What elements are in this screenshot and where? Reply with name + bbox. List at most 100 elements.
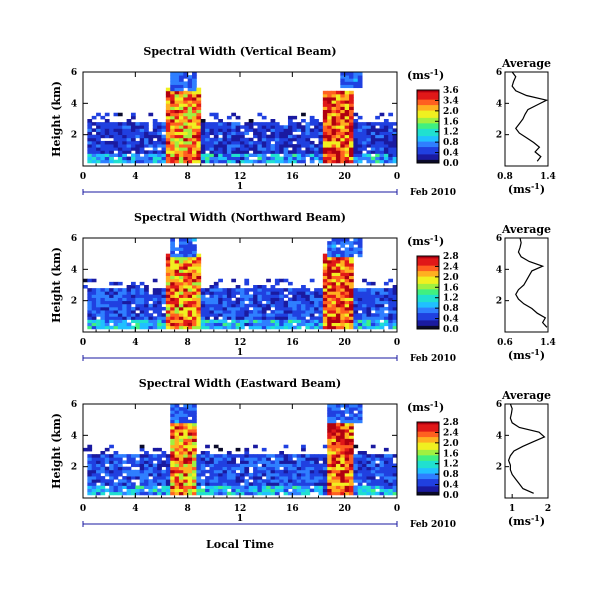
heatmap-cell	[240, 476, 245, 480]
heatmap-cell	[100, 316, 106, 320]
heatmap-cell	[196, 288, 202, 292]
heatmap-cell	[178, 100, 184, 104]
heatmap-cell	[117, 319, 123, 323]
heatmap-cell	[248, 140, 254, 145]
heatmap-cell	[283, 306, 289, 311]
heatmap-cell	[200, 316, 206, 320]
heatmap-cell	[279, 294, 285, 298]
heatmap-cell	[244, 156, 250, 161]
heatmap-cell	[222, 472, 228, 477]
heatmap-cell	[157, 491, 162, 496]
heatmap-cell	[349, 303, 354, 308]
heatmap-cell	[139, 444, 145, 449]
heatmap-cell	[222, 303, 228, 308]
heatmap-cell	[109, 291, 114, 295]
heatmap-cell	[331, 482, 337, 486]
heatmap-cell	[296, 482, 302, 486]
heatmap-cell	[240, 310, 245, 314]
heatmap-cell	[266, 300, 271, 305]
colorbar-segment	[417, 126, 439, 129]
heatmap-cell	[379, 460, 385, 464]
heatmap-cell	[104, 147, 110, 151]
heatmap-cell	[266, 482, 271, 486]
heatmap-cell	[353, 325, 359, 330]
heatmap-cell	[244, 153, 250, 157]
heatmap-cell	[357, 472, 363, 477]
heatmap-cell	[370, 303, 376, 308]
heatmap-cell	[174, 435, 180, 439]
heatmap-cell	[187, 310, 193, 314]
colorbar-segment	[417, 281, 439, 284]
heatmap-cell	[226, 125, 232, 129]
heatmap-cell	[161, 322, 167, 327]
heatmap-cell	[152, 447, 158, 452]
heatmap-cell	[174, 140, 180, 145]
heatmap-cell	[170, 81, 175, 85]
heatmap-cell	[126, 325, 132, 330]
heatmap-cell	[122, 288, 128, 292]
heatmap-cell	[309, 469, 315, 474]
heatmap-cell	[87, 316, 93, 320]
heatmap-cell	[178, 256, 184, 261]
heatmap-cell	[379, 479, 385, 483]
heatmap-cell	[183, 485, 189, 489]
heatmap-cell	[292, 310, 298, 314]
heatmap-cell	[287, 137, 293, 142]
heatmap-cell	[353, 476, 359, 480]
heatmap-cell	[335, 291, 341, 295]
heatmap-cell	[340, 106, 346, 110]
heatmap-cell	[253, 122, 258, 126]
heatmap-cell	[209, 297, 215, 302]
heatmap-cell	[322, 285, 328, 289]
heatmap-cell	[122, 485, 128, 489]
heatmap-cell	[196, 322, 202, 327]
heatmap-cell	[170, 137, 175, 142]
heatmap-cell	[104, 128, 110, 132]
heatmap-cell	[388, 488, 394, 493]
heatmap-cell	[375, 479, 380, 483]
heatmap-cell	[240, 291, 245, 295]
heatmap-cell	[96, 479, 101, 483]
heatmap-cell	[318, 300, 324, 305]
heatmap-cell	[253, 153, 258, 157]
heatmap-cell	[187, 294, 193, 298]
heatmap-cell	[357, 72, 363, 76]
heatmap-cell	[104, 488, 110, 493]
heatmap-cell	[139, 479, 145, 483]
heatmap-cell	[235, 159, 241, 164]
heatmap-cell	[117, 281, 123, 286]
heatmap-cell	[309, 131, 315, 136]
heatmap-cell	[148, 325, 154, 330]
heatmap-cell	[349, 306, 354, 311]
heatmap-cell	[170, 247, 175, 251]
heatmap-cell	[187, 247, 193, 251]
heatmap-cell	[218, 300, 223, 305]
heatmap-cell	[170, 90, 175, 95]
heatmap-cell	[113, 281, 119, 286]
heatmap-cell	[327, 266, 332, 270]
heatmap-cell	[318, 472, 324, 477]
heatmap-cell	[96, 128, 101, 132]
heatmap-cell	[218, 310, 223, 314]
colorbar-segment	[417, 482, 439, 485]
heatmap-cell	[392, 479, 398, 483]
heatmap-cell	[192, 150, 197, 154]
heatmap-cell	[270, 466, 276, 471]
heatmap-cell	[96, 294, 101, 298]
heatmap-cell	[209, 300, 215, 305]
heatmap-cell	[287, 134, 293, 139]
heatmap-cell	[170, 451, 175, 455]
heatmap-cell	[205, 122, 210, 126]
heatmap-cell	[130, 313, 136, 317]
heatmap-cell	[349, 269, 354, 273]
heatmap-cell	[283, 278, 289, 283]
heatmap-cell	[87, 122, 93, 126]
heatmap-cell	[279, 319, 285, 323]
heatmap-cell	[126, 300, 132, 305]
heatmap-cell	[357, 485, 363, 489]
heatmap-cell	[296, 325, 302, 330]
heatmap-cell	[104, 457, 110, 461]
colorbar-segment	[417, 144, 439, 148]
heatmap-cell	[287, 144, 293, 148]
heatmap-cell	[322, 269, 328, 273]
